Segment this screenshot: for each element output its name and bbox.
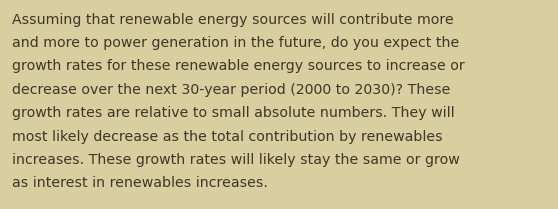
Text: Assuming that renewable energy sources will contribute more: Assuming that renewable energy sources w… bbox=[12, 13, 454, 27]
Text: as interest in renewables increases.: as interest in renewables increases. bbox=[12, 176, 268, 190]
Text: growth rates for these renewable energy sources to increase or: growth rates for these renewable energy … bbox=[12, 59, 465, 73]
Text: most likely decrease as the total contribution by renewables: most likely decrease as the total contri… bbox=[12, 130, 443, 144]
Text: increases. These growth rates will likely stay the same or grow: increases. These growth rates will likel… bbox=[12, 153, 460, 167]
Text: growth rates are relative to small absolute numbers. They will: growth rates are relative to small absol… bbox=[12, 106, 455, 120]
Text: and more to power generation in the future, do you expect the: and more to power generation in the futu… bbox=[12, 36, 460, 50]
Text: decrease over the next 30-year period (2000 to 2030)? These: decrease over the next 30-year period (2… bbox=[12, 83, 451, 97]
